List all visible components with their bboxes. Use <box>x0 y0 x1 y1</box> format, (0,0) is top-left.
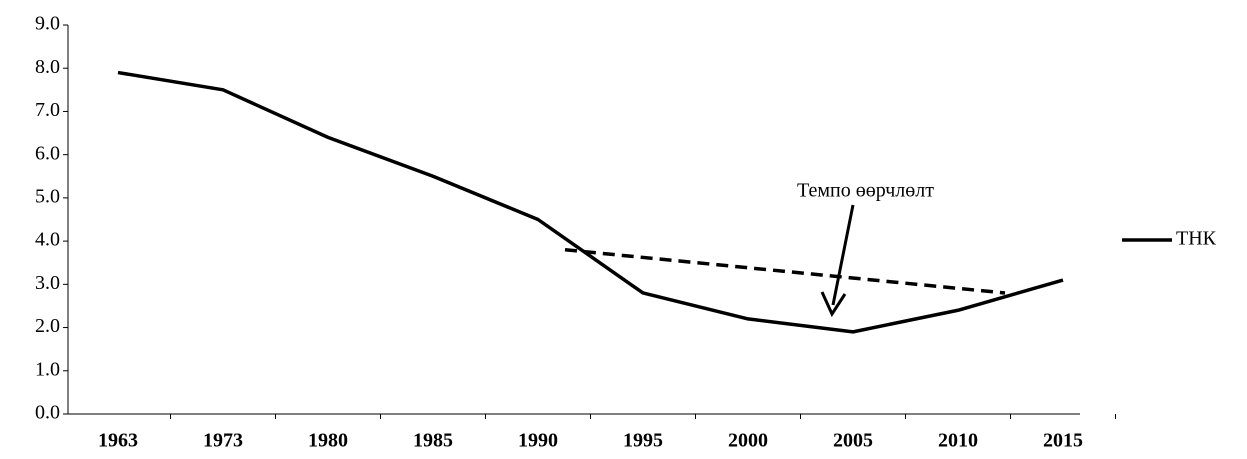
y-tick-label: 6.0 <box>35 142 60 164</box>
arrow-head <box>820 291 847 318</box>
y-tick-label: 9.0 <box>35 13 60 35</box>
y-tick-label: 8.0 <box>35 56 60 78</box>
x-tick-label: 1973 <box>203 430 243 452</box>
x-tick-label: 1995 <box>623 430 663 452</box>
trend-line <box>564 248 1006 295</box>
x-tick-label: 2005 <box>833 430 873 452</box>
y-tick-label: 4.0 <box>35 229 60 251</box>
annotation-arrow <box>831 204 855 306</box>
x-tick-label: 1963 <box>98 430 138 452</box>
x-tick-label: 1990 <box>518 430 558 452</box>
x-tick-label: 2010 <box>938 430 978 452</box>
legend-label: ТНК <box>1176 228 1217 250</box>
x-tick-label: 2000 <box>728 430 768 452</box>
y-tick-label: 3.0 <box>35 272 60 294</box>
x-tick-label: 2015 <box>1043 430 1083 452</box>
y-tick-label: 2.0 <box>35 315 60 337</box>
x-tick-label: 1985 <box>413 430 453 452</box>
y-tick-label: 5.0 <box>35 185 60 207</box>
annotation: Темпо өөрчлөлт <box>797 180 934 202</box>
line-series <box>117 70 1064 334</box>
y-tick-label: 0.0 <box>35 402 60 424</box>
x-tick-label: 1980 <box>308 430 348 452</box>
y-tick-label: 7.0 <box>35 99 60 121</box>
y-tick-label: 1.0 <box>35 358 60 380</box>
